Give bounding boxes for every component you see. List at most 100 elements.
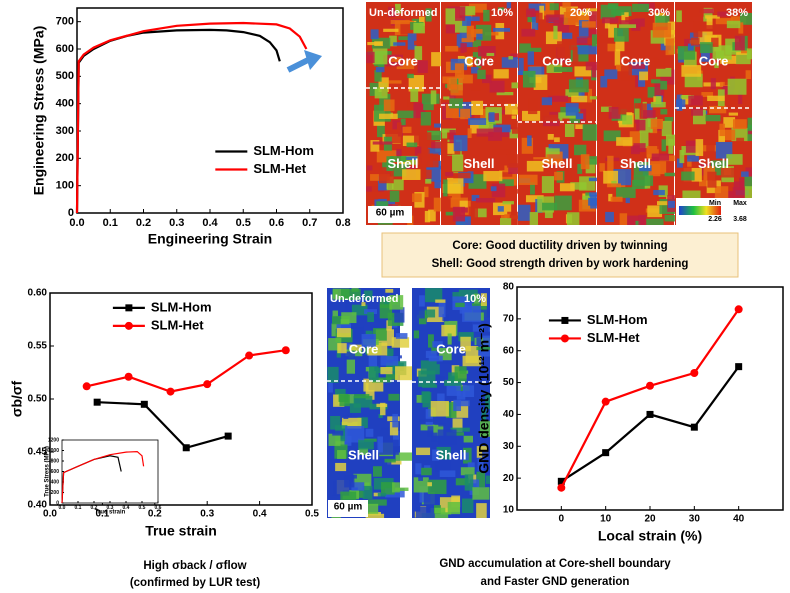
grain — [530, 8, 542, 18]
grain — [414, 146, 422, 160]
grain — [574, 66, 594, 77]
grain — [474, 350, 490, 357]
grain — [530, 116, 542, 127]
legend-marker — [125, 304, 133, 312]
grain — [704, 35, 718, 44]
grain — [427, 482, 432, 487]
shell-label: Shell — [620, 156, 651, 171]
grain — [343, 343, 353, 353]
grain — [633, 175, 654, 186]
grain — [385, 288, 394, 293]
grain — [351, 304, 368, 316]
grain — [482, 74, 492, 84]
marker — [245, 351, 254, 360]
grain — [653, 189, 665, 196]
grain — [607, 43, 616, 52]
grain — [618, 104, 627, 115]
grain — [421, 391, 430, 404]
grain — [531, 174, 548, 180]
y-tick-label: 0.60 — [28, 288, 48, 299]
grain — [471, 67, 479, 74]
legend-marker — [560, 334, 569, 343]
grain — [527, 135, 532, 147]
grain — [734, 35, 745, 51]
grain — [652, 57, 659, 62]
grain — [646, 146, 659, 157]
grain — [337, 343, 347, 354]
grain — [687, 158, 692, 174]
grain — [392, 482, 400, 493]
grain — [391, 337, 410, 348]
grain — [380, 402, 386, 416]
grain — [585, 61, 600, 71]
grain — [387, 460, 402, 465]
grain — [453, 135, 468, 152]
grain — [372, 377, 392, 383]
grain — [483, 9, 490, 22]
grain — [462, 16, 480, 22]
grain — [565, 103, 579, 116]
stage-label: 10% — [464, 293, 486, 305]
y-tick-label: 1000 — [48, 448, 59, 454]
series-line — [86, 349, 286, 393]
grain — [604, 69, 618, 80]
grain — [391, 56, 402, 62]
grain — [362, 485, 373, 499]
grain — [501, 57, 521, 68]
grain — [414, 132, 432, 146]
grain — [719, 123, 725, 137]
grain — [387, 297, 399, 301]
micrograph-top: Un-deformed Core Shell 10% Core Shell 20% Core S… — [366, 2, 752, 225]
grain — [455, 478, 469, 486]
grain — [525, 195, 544, 203]
y-axis-label: GND density (10¹² m⁻²) — [476, 323, 492, 474]
grain — [448, 372, 458, 381]
y-axis-label: True Stress (MPa) — [45, 446, 51, 497]
grain — [506, 2, 512, 9]
grain — [657, 201, 671, 206]
grain — [565, 8, 579, 18]
grain — [365, 513, 385, 518]
grain — [504, 30, 512, 35]
x-axis-label: Engineering Strain — [148, 231, 272, 247]
grain — [606, 183, 622, 188]
grain — [455, 302, 465, 308]
grain — [618, 24, 637, 29]
stage-label: 38% — [726, 7, 748, 19]
grain — [485, 394, 490, 410]
grain — [380, 366, 393, 375]
grain — [367, 499, 387, 506]
grain — [425, 179, 432, 184]
grain — [522, 110, 541, 121]
grain — [425, 8, 432, 22]
grain — [524, 21, 537, 34]
grain — [745, 167, 752, 183]
grain — [728, 112, 739, 116]
grain — [397, 122, 402, 133]
grain — [423, 102, 434, 111]
grain — [450, 84, 463, 96]
grain — [546, 151, 563, 165]
grain — [707, 95, 725, 102]
x-tick-label: 0.4 — [123, 505, 130, 511]
x-axis-label: True strain — [95, 510, 126, 516]
grain — [625, 17, 632, 23]
grain — [462, 380, 475, 398]
grain — [603, 170, 619, 184]
y-tick-label: 50 — [503, 377, 515, 388]
grain — [418, 370, 436, 387]
scale-bar-label: 60 µm — [334, 502, 363, 513]
grain — [530, 182, 535, 195]
grain — [442, 196, 452, 209]
grain — [675, 99, 686, 110]
marker — [224, 432, 232, 440]
grain — [423, 148, 430, 154]
grain — [639, 132, 649, 149]
grain — [572, 46, 579, 64]
grain — [726, 20, 741, 29]
grain — [738, 90, 743, 105]
grain — [483, 171, 503, 182]
caption-bottom-left: High σback / σflow — [143, 560, 246, 572]
grain — [400, 118, 406, 126]
grain — [522, 70, 536, 88]
